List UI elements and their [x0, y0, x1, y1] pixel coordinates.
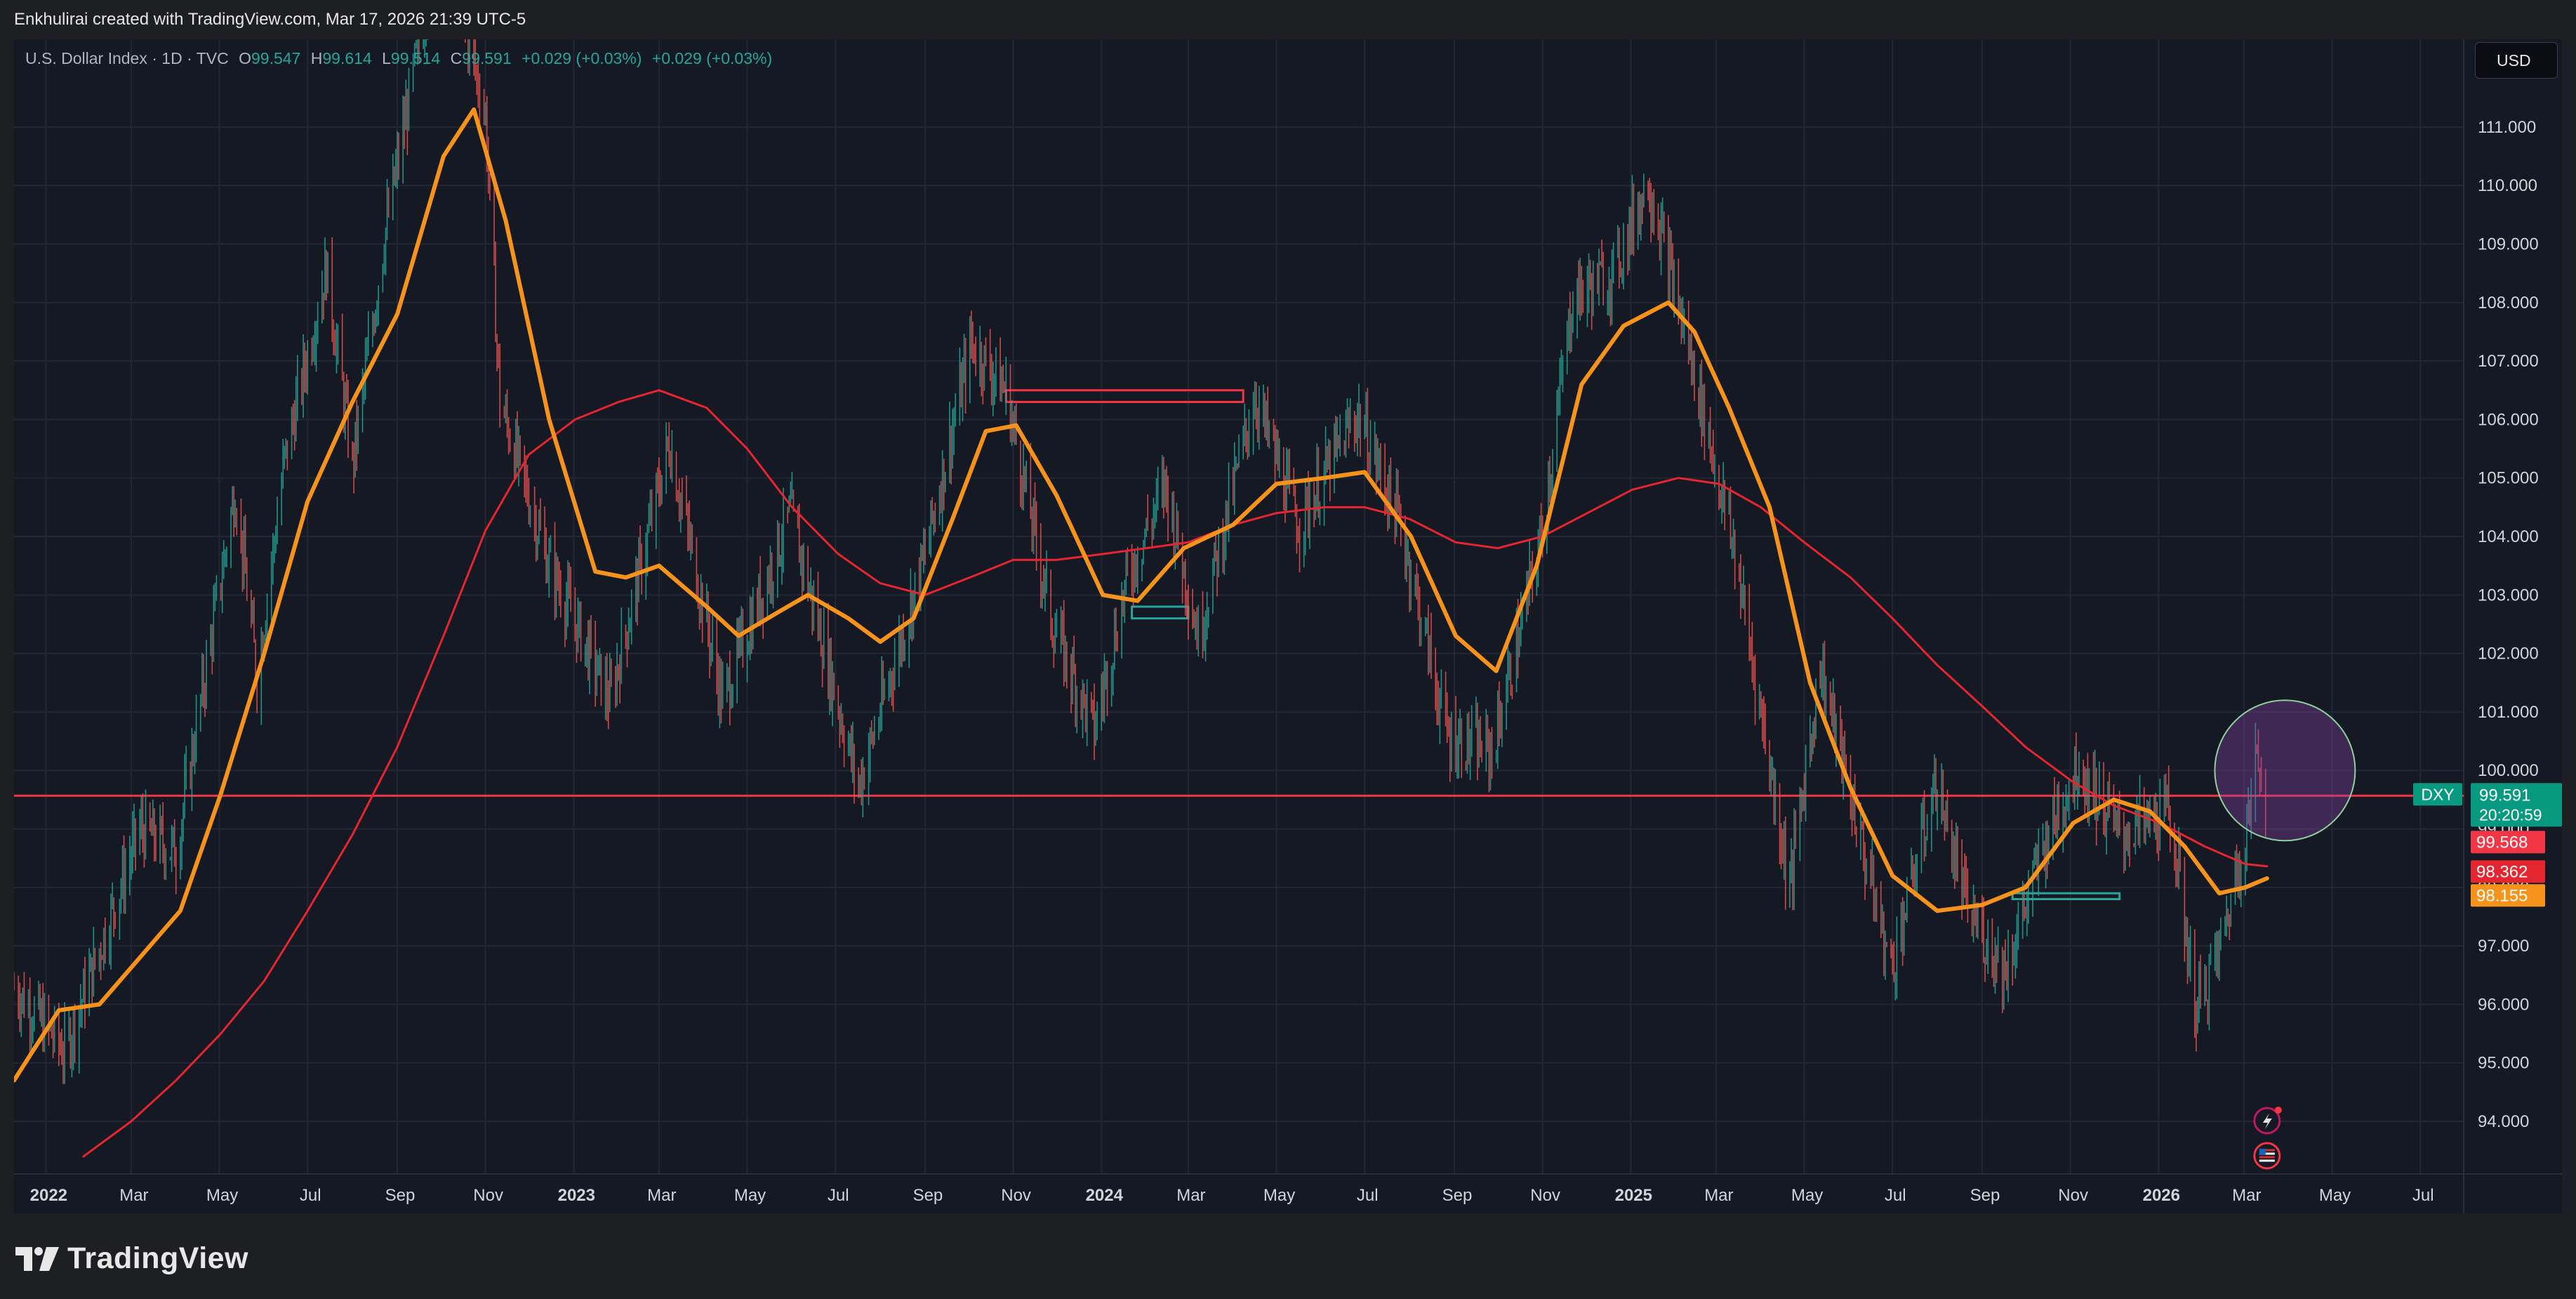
- ma-slow-line: [82, 389, 2269, 1158]
- price-tick-label: 96.000: [2478, 995, 2529, 1014]
- price-tick-label: 95.000: [2478, 1054, 2529, 1073]
- price-level-badge: [2471, 860, 2545, 883]
- price-tick-label: 109.000: [2478, 235, 2539, 254]
- chart-credit: Enkhulirai created with TradingView.com,…: [14, 10, 526, 29]
- countdown-text: 20:20:59: [2479, 805, 2542, 824]
- close-value: 99.591: [462, 49, 512, 67]
- symbol-title: U.S. Dollar Index · 1D · TVC: [25, 49, 229, 67]
- flag-canton: [2259, 1149, 2266, 1155]
- time-tick-label: Mar: [2232, 1186, 2261, 1205]
- high-label: H: [310, 49, 323, 67]
- time-tick-label: 2024: [1086, 1186, 1124, 1205]
- time-tick-label: Mar: [119, 1186, 148, 1205]
- price-tick-label: 103.000: [2478, 586, 2539, 605]
- time-tick-label: Nov: [1001, 1186, 1031, 1205]
- time-tick-label: Nov: [473, 1186, 503, 1205]
- notification-dot: [2274, 1107, 2282, 1114]
- time-tick-label: Nov: [1530, 1186, 1560, 1205]
- price-tick-label: 105.000: [2478, 469, 2539, 488]
- ma-fast-line: [14, 107, 2269, 1083]
- low-label: L: [382, 49, 391, 67]
- price-tick-label: 102.000: [2478, 645, 2539, 664]
- time-tick-label: Mar: [647, 1186, 676, 1205]
- time-axis-labels: 2022 Mar May Jul Sep Nov 2023 Mar May Jul Sep Nov 20…: [30, 1186, 2434, 1205]
- symbol-tag-text: DXY: [2421, 785, 2454, 803]
- time-tick-label: Jul: [1357, 1186, 1379, 1205]
- time-tick-label: Sep: [913, 1186, 943, 1205]
- price-tick-label: 100.000: [2478, 761, 2539, 780]
- time-tick-label: Sep: [385, 1186, 416, 1205]
- annotation-zone: [1004, 389, 1244, 403]
- open-label: O: [239, 49, 251, 67]
- high-value: 99.614: [322, 49, 372, 67]
- price-tick-label: 107.000: [2478, 352, 2539, 371]
- chart-area[interactable]: 94.00095.00096.00097.00098.00099.000100.…: [14, 39, 2562, 1213]
- price-tick-label: 106.000: [2478, 410, 2539, 429]
- time-tick-label: Nov: [2058, 1186, 2088, 1205]
- time-tick-label: 2026: [2143, 1186, 2180, 1205]
- open-value: 99.547: [251, 49, 301, 67]
- annotation-zone: [1131, 605, 1190, 620]
- price-tick-label: 110.000: [2478, 176, 2537, 195]
- price-tick-label: 111.000: [2478, 118, 2536, 137]
- current-price-text: 99.591: [2479, 786, 2530, 805]
- candles: [14, 39, 2266, 1084]
- time-tick-label: May: [206, 1186, 238, 1205]
- tradingview-wordmark: TradingView: [67, 1241, 248, 1275]
- time-tick-label: Sep: [1970, 1186, 2000, 1205]
- change-value-secondary: +0.029 (+0.03%): [651, 49, 773, 67]
- us-flag-event-icon: [2253, 1142, 2281, 1170]
- grid-lines: [14, 39, 2464, 1174]
- time-tick-label: 2025: [1615, 1186, 1652, 1205]
- currency-button[interactable]: USD: [2475, 42, 2558, 79]
- lightning-glyph: [2262, 1114, 2272, 1129]
- time-tick-label: 2022: [30, 1186, 67, 1205]
- highlight-circle: [2214, 699, 2356, 842]
- time-tick-label: May: [734, 1186, 766, 1205]
- time-tick-label: Mar: [1704, 1186, 1733, 1205]
- price-level-badge: [2471, 831, 2545, 854]
- price-level-text: 98.155: [2476, 886, 2528, 905]
- change-value: +0.029 (+0.03%): [522, 49, 642, 67]
- time-tick-label: Jul: [828, 1186, 849, 1205]
- currency-label: USD: [2497, 51, 2531, 70]
- current-price-badge: [2471, 783, 2562, 827]
- time-tick-label: Jul: [1885, 1186, 1906, 1205]
- plot-content: [14, 39, 2464, 1158]
- annotation-zone: [2011, 892, 2121, 900]
- price-level-text: 98.362: [2476, 862, 2528, 881]
- event-icon-group: [2253, 1107, 2282, 1170]
- price-chart[interactable]: 94.00095.00096.00097.00098.00099.000100.…: [14, 39, 2562, 1213]
- price-tick-label: 101.000: [2478, 703, 2539, 722]
- time-tick-label: Jul: [2412, 1186, 2434, 1205]
- price-tick-label: 108.000: [2478, 294, 2539, 312]
- price-tick-label: 97.000: [2478, 937, 2529, 956]
- price-tick-label: 94.000: [2478, 1112, 2529, 1131]
- symbol-tag-badge: [2413, 783, 2462, 806]
- symbol-legend: U.S. Dollar Index · 1D · TVC O99.547 H99…: [25, 49, 772, 68]
- low-value: 99.514: [390, 49, 441, 67]
- time-tick-label: May: [2319, 1186, 2351, 1205]
- bottom-bar: TradingView: [0, 1213, 2576, 1299]
- price-tick-label: 104.000: [2478, 527, 2539, 546]
- tradingview-logo[interactable]: TradingView: [15, 1241, 248, 1276]
- top-bar: Enkhulirai created with TradingView.com,…: [0, 0, 2576, 39]
- time-tick-label: Jul: [300, 1186, 321, 1205]
- time-tick-label: May: [1263, 1186, 1295, 1205]
- time-tick-label: Mar: [1176, 1186, 1205, 1205]
- time-tick-label: 2023: [558, 1186, 595, 1205]
- time-tick-label: Sep: [1442, 1186, 1473, 1205]
- price-axis-labels: 94.00095.00096.00097.00098.00099.000100.…: [2478, 118, 2539, 1131]
- price-level-text: 99.568: [2476, 833, 2528, 852]
- time-tick-label: May: [1791, 1186, 1823, 1205]
- close-label: C: [450, 49, 463, 67]
- price-level-badge: [2471, 884, 2545, 907]
- tradingview-logo-icon: [15, 1246, 59, 1271]
